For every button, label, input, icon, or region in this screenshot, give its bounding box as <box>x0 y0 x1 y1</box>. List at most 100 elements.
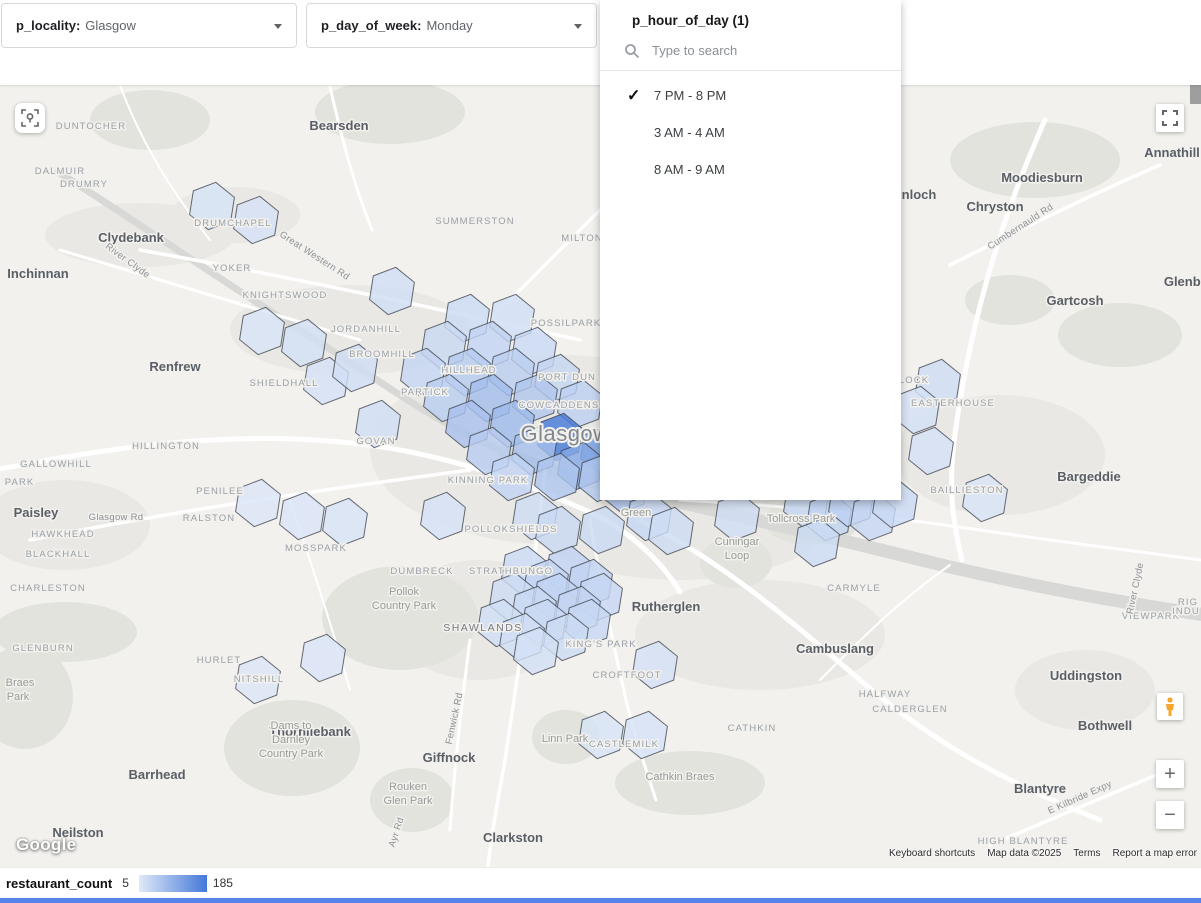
map-label: Bothwell <box>1078 718 1132 733</box>
map-label: POLLOKSHIELDS <box>465 524 558 535</box>
map-label: HAWKHEAD <box>31 529 94 540</box>
hex-bin[interactable] <box>632 640 678 690</box>
hex-bin[interactable] <box>648 506 694 556</box>
filter-locality[interactable]: p_locality: Glasgow <box>1 3 297 48</box>
hex-bin[interactable] <box>300 633 346 683</box>
map-label: BLACKHALL <box>26 549 91 560</box>
map-label: Loop <box>725 550 749 562</box>
hex-bin[interactable] <box>355 399 401 449</box>
map-label: CATHKIN <box>728 723 777 734</box>
map-label: Cuningar <box>715 536 760 548</box>
filter-day-label: p_day_of_week: <box>321 18 422 33</box>
map-label: Thornliebank <box>269 724 351 739</box>
scrollbar-thumb[interactable] <box>1190 85 1201 104</box>
hex-bin[interactable] <box>279 491 325 541</box>
map-label: nloch <box>902 187 937 202</box>
hex-bin[interactable] <box>714 492 760 542</box>
dropdown-search-row[interactable] <box>600 37 901 71</box>
option-8am-9am[interactable]: 8 AM - 9 AM <box>600 151 901 188</box>
pegman-icon <box>1166 696 1174 716</box>
hex-bin[interactable] <box>622 710 668 760</box>
map-label: Renfrew <box>149 359 201 374</box>
hex-bin[interactable] <box>794 518 840 568</box>
hex-bin[interactable] <box>322 497 368 547</box>
pegman-button[interactable] <box>1157 693 1183 720</box>
map-label: Glasgow <box>520 421 609 446</box>
hex-bin[interactable] <box>578 710 624 760</box>
map-label: DALMUIR <box>35 166 85 177</box>
legend-min-value: 5 <box>122 876 129 890</box>
hex-bin[interactable] <box>908 426 954 476</box>
filter-day-value: Monday <box>426 18 473 33</box>
map-label: Uddingston <box>1050 668 1122 683</box>
hex-bin[interactable] <box>534 452 580 502</box>
map-label: Bearsden <box>309 118 368 133</box>
map-label: SHAWLANDS <box>443 622 523 634</box>
map-label: Green <box>621 507 652 519</box>
hex-bin[interactable] <box>235 655 281 705</box>
map-label: Tollcross Park <box>767 513 836 525</box>
map-label: Cathkin Braes <box>645 771 715 783</box>
map-label: Darnley <box>272 734 310 746</box>
hex-bin[interactable] <box>281 318 327 368</box>
map-label: DUNTOCHER <box>56 121 126 132</box>
hex-bin[interactable] <box>513 626 559 676</box>
legend-max-value: 185 <box>212 876 233 890</box>
google-logo[interactable]: Google <box>16 835 77 854</box>
map-label: EASTERHOUSE <box>911 398 995 409</box>
map-label: Rouken <box>389 781 427 793</box>
map-label: DRUMRY <box>60 179 108 190</box>
map-label: PORT DUN <box>538 372 596 383</box>
map-label: PARTICK <box>401 387 449 398</box>
map-label: BAILLIESTON <box>930 485 1003 496</box>
hex-bin[interactable] <box>489 452 535 502</box>
map-label: DRUMCHAPEL <box>194 218 272 229</box>
option-7pm-8pm[interactable]: ✓ 7 PM - 8 PM <box>600 77 901 114</box>
hex-bin[interactable] <box>420 491 466 541</box>
legend: restaurant_count 5 185 <box>0 867 1201 898</box>
hex-bin[interactable] <box>235 478 281 528</box>
hex-bin[interactable] <box>233 195 279 245</box>
map-label: Giffnock <box>423 750 476 765</box>
filter-day-of-week[interactable]: p_day_of_week: Monday <box>306 3 597 48</box>
map-label: RALSTON <box>183 513 235 524</box>
map-labels: Glasgow Bearsden Clydebank Inchinnan Renfrew… <box>0 117 1201 851</box>
report-error-link[interactable]: Report a map error <box>1112 848 1197 859</box>
dropdown-title: p_hour_of_day (1) <box>632 13 750 28</box>
map-label: Glen Park <box>384 795 433 807</box>
bottom-accent-bar <box>0 898 1201 903</box>
fullscreen-icon <box>1162 110 1178 126</box>
zoom-out-button[interactable]: − <box>1156 801 1184 829</box>
map-label: CARMYLE <box>827 583 881 594</box>
map-label: Rutherglen <box>632 599 701 614</box>
map-label: Country Park <box>259 748 324 760</box>
hex-bin[interactable] <box>579 505 625 555</box>
map-label: CALDERGLEN <box>872 704 947 715</box>
map-label: Dams to <box>271 720 312 732</box>
map-label: GOVAN <box>356 436 395 447</box>
map-label: Inchinnan <box>7 266 68 281</box>
map-label: BROOMHILL <box>349 349 415 360</box>
map-label: SUMMERSTON <box>435 216 514 227</box>
map-label: Paisley <box>14 505 60 520</box>
zoom-in-button[interactable]: + <box>1156 760 1184 788</box>
hex-bin[interactable] <box>189 181 235 231</box>
locate-button[interactable] <box>15 103 45 133</box>
keyboard-shortcuts-link[interactable]: Keyboard shortcuts <box>889 848 976 859</box>
map-label: Clarkston <box>483 830 543 845</box>
hex-bin[interactable] <box>239 306 285 356</box>
search-input[interactable] <box>650 42 854 59</box>
map-label: CHARLESTON <box>10 583 86 594</box>
hex-bin[interactable] <box>332 343 378 393</box>
map-label: Linn Park <box>542 733 589 745</box>
fullscreen-button[interactable] <box>1156 104 1184 132</box>
hex-bin[interactable] <box>369 266 415 316</box>
hex-bin[interactable] <box>962 473 1008 523</box>
map-label: HILLHEAD <box>441 365 496 376</box>
map-label: CROFTFOOT <box>592 670 661 681</box>
terms-link[interactable]: Terms <box>1073 848 1101 859</box>
map-label: HURLET <box>197 655 242 666</box>
map-label: YOKER <box>213 263 252 274</box>
map-label: Neilston <box>52 825 103 840</box>
option-3am-4am[interactable]: 3 AM - 4 AM <box>600 114 901 151</box>
